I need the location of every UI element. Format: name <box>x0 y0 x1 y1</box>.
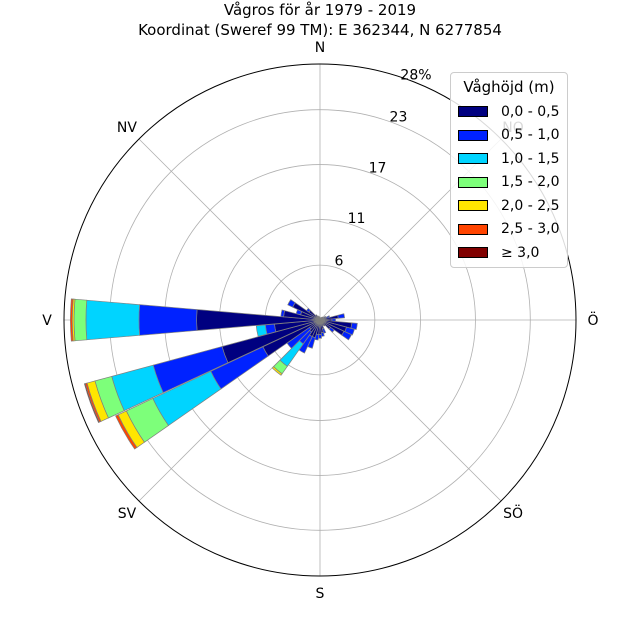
rose-sector-segment <box>85 299 140 341</box>
direction-label: S <box>316 586 325 602</box>
legend-rows: 0,0 - 0,5 0,5 - 1,0 1,0 - 1,5 1,5 - 2,0 2,0 … <box>451 100 567 265</box>
legend-swatch <box>458 129 488 141</box>
radial-tick-label: 6 <box>335 253 344 269</box>
legend-swatch <box>458 223 488 235</box>
rose-sector-segment <box>344 326 355 336</box>
radial-tick-label: 11 <box>348 211 366 227</box>
chart-title-block: Vågros för år 1979 - 2019 Koordinat (Swe… <box>0 0 640 40</box>
direction-label: Ö <box>587 311 598 329</box>
legend-label: ≥ 3,0 <box>501 244 540 261</box>
legend-swatch <box>458 200 488 212</box>
legend-swatch <box>458 247 488 259</box>
spoke-line <box>319 319 502 502</box>
rose-sector-segment <box>73 298 88 342</box>
legend-item: 0,0 - 0,5 <box>451 100 567 124</box>
legend-label: 1,0 - 1,5 <box>501 150 560 167</box>
rose-sector-segment <box>306 307 311 313</box>
rose-sector-segment <box>341 330 352 341</box>
legend-title: Våghöjd (m) <box>463 78 555 96</box>
rose-sector-segment <box>70 298 74 342</box>
legend-item: 0,5 - 1,0 <box>451 124 567 148</box>
legend-label: 1,5 - 2,0 <box>501 174 560 191</box>
rose-sector-segment <box>328 326 335 333</box>
direction-label: SÖ <box>503 504 523 522</box>
legend-swatch <box>458 106 488 118</box>
legend-label: 0,5 - 1,0 <box>501 127 560 144</box>
direction-label: V <box>42 313 52 329</box>
outer-ring <box>63 63 577 577</box>
chart-title: Vågros för år 1979 - 2019 <box>223 1 417 19</box>
rose-sector-segment <box>350 322 358 331</box>
rose-sector-segment <box>83 383 100 424</box>
radial-tick-label: 23 <box>390 110 408 126</box>
legend-label: 2,5 - 3,0 <box>501 221 560 238</box>
rose-sector-segment <box>318 316 321 321</box>
sector-layer <box>70 298 358 450</box>
rose-sector-segment <box>255 324 268 337</box>
radial-tick-label: 28% <box>400 67 431 83</box>
rose-sector-segment <box>287 299 296 308</box>
legend-swatch <box>458 176 488 188</box>
rose-sector-segment <box>280 309 286 318</box>
radial-tick-label: 17 <box>369 160 387 176</box>
legend-label: 2,0 - 2,5 <box>501 197 560 214</box>
legend-item: ≥ 3,0 <box>451 241 567 265</box>
rose-sector-segment <box>115 414 138 450</box>
legend-item: 1,5 - 2,0 <box>451 171 567 195</box>
direction-label: N <box>315 40 325 56</box>
legend-item: 1,0 - 1,5 <box>451 147 567 171</box>
rose-sector-segment <box>271 366 283 376</box>
legend-label: 0,0 - 0,5 <box>501 103 560 120</box>
direction-label: SV <box>118 506 137 522</box>
rose-sector-segment <box>337 313 345 319</box>
direction-label: NV <box>117 120 137 136</box>
legend-swatch <box>458 153 488 165</box>
chart-subtitle: Koordinat (Sweref 99 TM): E 362344, N 62… <box>138 21 502 39</box>
legend-item: 2,0 - 2,5 <box>451 194 567 218</box>
rose-sector-segment <box>138 304 198 336</box>
legend: Våghöjd (m) 0,0 - 0,5 0,5 - 1,0 1,0 - 1,5 1… <box>450 72 568 268</box>
legend-item: 2,5 - 3,0 <box>451 218 567 242</box>
spoke-line <box>138 138 321 321</box>
